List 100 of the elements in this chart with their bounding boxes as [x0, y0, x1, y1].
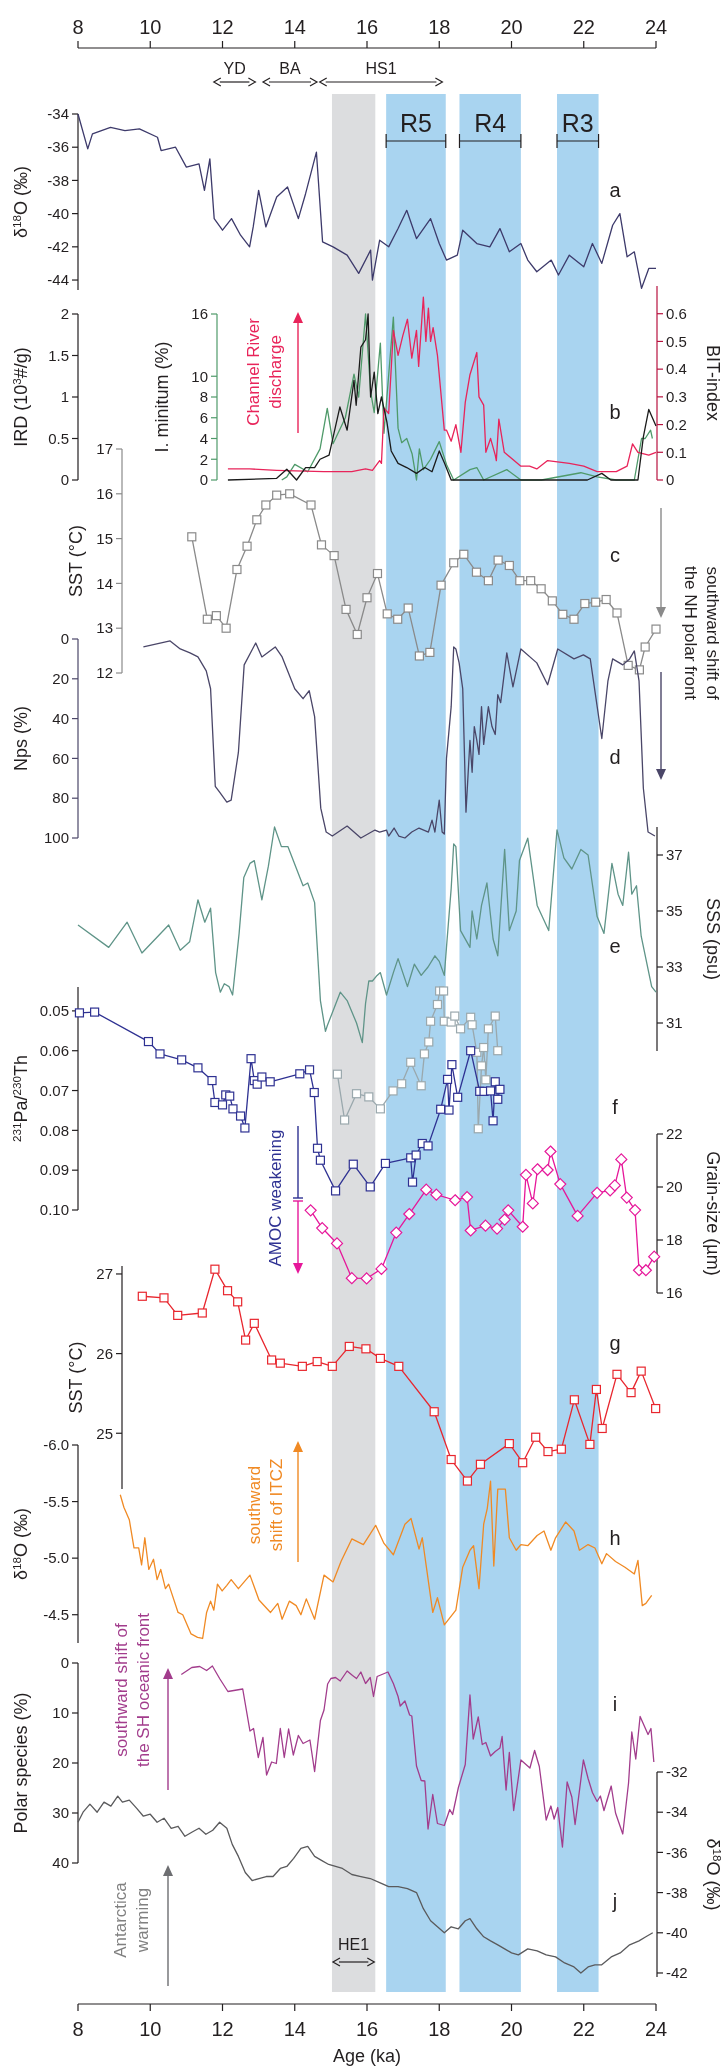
band-label: R4 — [474, 109, 507, 137]
y-tick-label: -38 — [666, 1883, 688, 1901]
y-tick-label: 12 — [96, 664, 113, 682]
x2-tick-label: 8 — [72, 16, 84, 38]
y3-tick-label: 0 — [199, 471, 208, 489]
y-tick-label: -6.0 — [43, 1436, 69, 1454]
y3-tick-label: 10 — [191, 367, 208, 385]
x-tick-label: 10 — [139, 2018, 162, 2040]
y-tick-label: -36 — [666, 1843, 688, 1861]
y3-axis-title: I. minitum (%) — [152, 341, 173, 453]
y-tick-label: 0.08 — [39, 1121, 69, 1139]
y2-tick-label: 0.2 — [666, 415, 687, 433]
y3-tick-label: 4 — [199, 429, 208, 447]
y2-tick-label: 0.6 — [666, 304, 687, 322]
band-label: R3 — [561, 109, 594, 137]
y-axis-title: Grain-size (µm) — [702, 1151, 723, 1276]
x-tick-label: 16 — [355, 2018, 379, 2040]
x-tick-label: 22 — [572, 2018, 595, 2040]
y-tick-label: 20 — [52, 1754, 69, 1772]
annotation: h — [609, 1527, 621, 1549]
y-tick-label: 37 — [666, 846, 683, 864]
y-tick-label: -42 — [47, 238, 69, 256]
x2-tick-label: 12 — [211, 16, 234, 38]
y-tick-label: 14 — [96, 574, 113, 592]
y-tick-label: -40 — [47, 204, 69, 222]
y2-tick-label: 0.1 — [666, 443, 687, 461]
y3-tick-label: 2 — [199, 450, 208, 468]
annotation: southward shift of the SH oceanic front — [111, 1612, 153, 1768]
y-axis-title: Nps (%) — [11, 705, 32, 772]
y-tick-label: 18 — [666, 1231, 683, 1249]
y-tick-label: 16 — [96, 485, 113, 503]
y-tick-label: 100 — [43, 829, 69, 847]
y-tick-label: 25 — [96, 1424, 113, 1442]
y-tick-label: 0 — [60, 630, 69, 648]
y-tick-label: 0 — [60, 471, 69, 489]
y-axis-title: SST (°C) — [66, 1341, 87, 1414]
annotation: i — [612, 1693, 618, 1715]
x2-tick-label: 14 — [283, 16, 306, 38]
y-tick-label: 16 — [666, 1284, 683, 1302]
x-tick-label: 20 — [500, 2018, 523, 2040]
x2-tick-label: 24 — [644, 16, 668, 38]
annotation: AMOC weakening — [265, 1129, 285, 1267]
y-tick-label: -42 — [666, 1964, 688, 1982]
y-tick-label: 10 — [52, 1704, 69, 1722]
text: southward shift of the NH polar front — [681, 565, 723, 701]
y-tick-label: 22 — [666, 1125, 683, 1143]
y-tick-label: -5.0 — [43, 1549, 69, 1567]
annotation: e — [609, 935, 621, 957]
y-tick-label: 27 — [96, 1265, 113, 1283]
y-tick-label: 0.06 — [39, 1041, 69, 1059]
y-tick-label: 0.5 — [48, 429, 69, 447]
y-tick-label: 15 — [96, 529, 113, 547]
y-tick-label: 60 — [52, 749, 69, 767]
x2-tick-label: 22 — [572, 16, 595, 38]
y-tick-label: 17 — [96, 440, 113, 458]
y-tick-label: -4.5 — [43, 1605, 69, 1623]
annotation: f — [612, 1096, 619, 1118]
y-tick-label: 0 — [60, 1654, 69, 1672]
x2-tick-label: 20 — [500, 16, 523, 38]
y-axis-title: SST (°C) — [66, 525, 87, 597]
x2-tick-label: 10 — [139, 16, 162, 38]
y-tick-label: 2 — [60, 305, 69, 323]
x-tick-label: 18 — [428, 2018, 451, 2040]
y-tick-label: 0.05 — [39, 1002, 69, 1020]
x-axis-title: Age (ka) — [332, 2046, 402, 2066]
y-axis-title: SSS (psu) — [702, 897, 723, 981]
annotation: g — [609, 1332, 621, 1354]
y-tick-label: 20 — [666, 1178, 683, 1196]
annotation: Antarctica warming — [110, 1881, 152, 1958]
y-tick-label: 40 — [52, 1854, 69, 1872]
y-tick-label: -36 — [47, 138, 69, 156]
y-tick-label: 13 — [96, 619, 113, 637]
y-tick-label: -38 — [47, 171, 69, 189]
x-tick-label: 24 — [644, 2018, 668, 2040]
y-tick-label: -32 — [666, 1763, 688, 1781]
x-tick-label: 12 — [211, 2018, 234, 2040]
y-axis-title: Polar species (%) — [11, 1692, 32, 1834]
y3-tick-label: 16 — [191, 305, 208, 323]
y-tick-label: 1 — [60, 388, 69, 406]
y-tick-label: 1.5 — [48, 346, 69, 364]
annotation: b — [609, 401, 621, 423]
y-tick-label: 0.09 — [39, 1161, 69, 1179]
y2-axis-title: BIT-index — [702, 344, 723, 422]
y-tick-label: -40 — [666, 1924, 688, 1942]
y-tick-label: 20 — [52, 670, 69, 688]
y-tick-label: 0.07 — [39, 1081, 69, 1099]
text: BA — [279, 59, 301, 77]
y-tick-label: -5.5 — [43, 1492, 69, 1510]
y2-tick-label: 0.4 — [666, 360, 687, 378]
x-tick-label: 8 — [72, 2018, 84, 2040]
y-tick-label: -34 — [47, 105, 69, 123]
annotation: Channel River discharge — [243, 317, 285, 426]
y-tick-label: 26 — [96, 1344, 113, 1362]
annotation: a — [609, 179, 622, 201]
x2-tick-label: 16 — [355, 16, 379, 38]
text: YD — [223, 59, 246, 77]
y-tick-label: 33 — [666, 958, 683, 976]
annotation: southward shift of ITCZ — [244, 1458, 286, 1552]
y3-tick-label: 6 — [199, 409, 208, 426]
x2-tick-label: 18 — [428, 16, 451, 38]
